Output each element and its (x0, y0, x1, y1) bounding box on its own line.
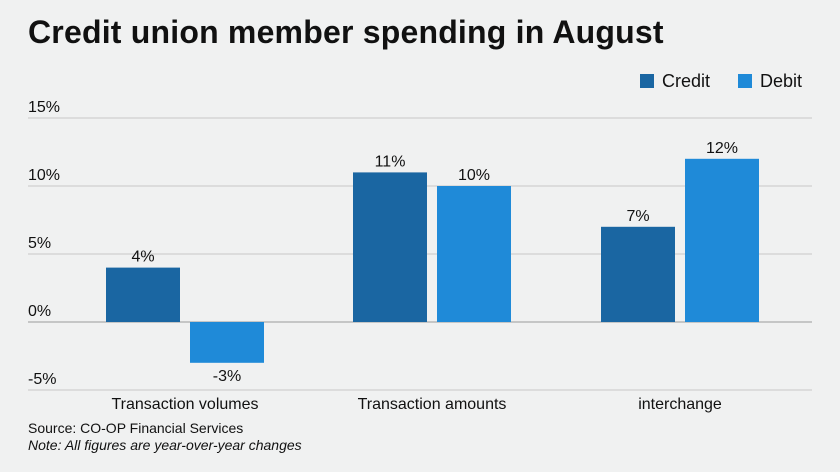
bar-value-label: -3% (213, 368, 241, 385)
y-tick-label: 15% (28, 99, 60, 116)
bar-value-label: 7% (626, 208, 649, 225)
bar-credit (353, 172, 427, 322)
y-axis-labels: 15% 10% 5% 0% -5% (28, 99, 60, 388)
y-tick-label: 0% (28, 303, 51, 320)
bar-value-label: 11% (375, 153, 406, 170)
x-category-label: interchange (638, 396, 722, 413)
legend-label-debit: Debit (760, 71, 802, 91)
bar-debit (437, 186, 511, 322)
source-note: Source: CO-OP Financial Services (28, 420, 244, 436)
footnote: Note: All figures are year-over-year cha… (28, 437, 302, 453)
legend-swatch-credit (640, 74, 654, 88)
bar-value-label: 4% (131, 249, 154, 266)
bar-data-labels: 4% 11% 7% -3% 10% 12% (131, 140, 738, 385)
bar-credit (601, 226, 675, 322)
legend: Credit Debit (640, 71, 802, 91)
legend-swatch-debit (738, 74, 752, 88)
chart-title: Credit union member spending in August (28, 14, 664, 50)
legend-label-credit: Credit (662, 71, 710, 91)
y-tick-label: 10% (28, 167, 60, 184)
bar-value-label: 10% (458, 167, 490, 184)
bars (106, 158, 759, 363)
x-category-label: Transaction amounts (358, 396, 507, 413)
bar-debit (190, 322, 264, 363)
x-category-label: Transaction volumes (111, 396, 258, 413)
bar-credit (106, 267, 180, 322)
bar-debit (685, 158, 759, 322)
bar-value-label: 12% (706, 140, 738, 157)
y-tick-label: 5% (28, 235, 51, 252)
x-axis-labels: Transaction volumes Transaction amounts in… (111, 396, 721, 413)
y-tick-label: -5% (28, 371, 56, 388)
